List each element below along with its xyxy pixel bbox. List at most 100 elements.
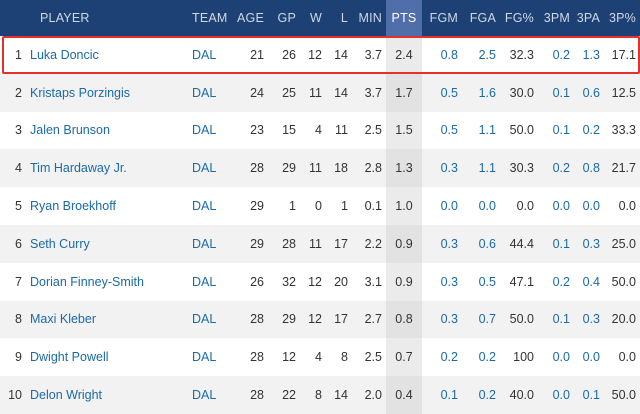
fg-pct-cell: 30.0 xyxy=(509,85,534,100)
3pa-link[interactable]: 1.3 xyxy=(582,47,600,62)
table-row: 5 Ryan Broekhoff DAL 29 1 0 1 0.1 1.0 0.0 0.0 0.0 0.… xyxy=(0,187,640,225)
3pm-link[interactable]: 0.2 xyxy=(552,47,570,62)
player-name-link[interactable]: Tim Hardaway Jr. xyxy=(30,161,127,176)
3pm-link[interactable]: 0.1 xyxy=(552,85,570,100)
player-name-link[interactable]: Delon Wright xyxy=(30,388,103,403)
team-link[interactable]: DAL xyxy=(192,161,217,176)
fga-link[interactable]: 1.6 xyxy=(478,85,496,100)
table-body: 1 Luka Doncic DAL 21 26 12 14 3.7 2.4 0.8 2.5 32.3 0… xyxy=(0,36,640,414)
player-name-link[interactable]: Ryan Broekhoff xyxy=(30,199,116,214)
w-cell: 12 xyxy=(308,274,322,289)
l-cell: 17 xyxy=(334,312,348,327)
team-link[interactable]: DAL xyxy=(192,274,217,289)
3pa-link[interactable]: 0.2 xyxy=(582,123,600,138)
fgm-link[interactable]: 0.3 xyxy=(440,312,458,327)
team-link[interactable]: DAL xyxy=(192,199,217,214)
header-fga[interactable]: FGA xyxy=(469,11,496,25)
header-w[interactable]: W xyxy=(310,11,322,25)
header-age[interactable]: AGE xyxy=(237,11,264,25)
rank-cell: 9 xyxy=(15,350,22,365)
w-cell: 11 xyxy=(309,236,322,251)
age-cell: 28 xyxy=(250,388,264,403)
fga-link[interactable]: 0.0 xyxy=(478,199,496,214)
fga-link[interactable]: 2.5 xyxy=(478,47,496,62)
3pm-link[interactable]: 0.0 xyxy=(552,388,570,403)
header-min[interactable]: MIN xyxy=(358,11,382,25)
header-3pm[interactable]: 3PM xyxy=(543,11,570,25)
min-cell: 3.7 xyxy=(364,85,382,100)
team-link[interactable]: DAL xyxy=(192,350,217,365)
min-cell: 0.1 xyxy=(364,199,382,214)
3pm-link[interactable]: 0.2 xyxy=(552,161,570,176)
3pm-link[interactable]: 0.1 xyxy=(552,236,570,251)
fga-link[interactable]: 0.2 xyxy=(478,350,496,365)
3pa-link[interactable]: 0.3 xyxy=(582,312,600,327)
rank-cell: 4 xyxy=(15,161,22,176)
3pm-link[interactable]: 0.0 xyxy=(552,350,570,365)
l-cell: 14 xyxy=(334,47,348,62)
rank-cell: 7 xyxy=(15,274,22,289)
header-player[interactable]: PLAYER xyxy=(40,11,90,25)
3pa-link[interactable]: 0.1 xyxy=(582,388,600,403)
team-link[interactable]: DAL xyxy=(192,85,217,100)
fgm-link[interactable]: 0.3 xyxy=(440,236,458,251)
rank-cell: 8 xyxy=(15,312,22,327)
player-name-link[interactable]: Dorian Finney-Smith xyxy=(30,274,144,289)
fgm-link[interactable]: 0.2 xyxy=(440,350,458,365)
fgm-link[interactable]: 0.3 xyxy=(440,161,458,176)
3pa-link[interactable]: 0.4 xyxy=(582,274,600,289)
header-gp[interactable]: GP xyxy=(277,11,296,25)
player-name-link[interactable]: Dwight Powell xyxy=(30,350,109,365)
team-link[interactable]: DAL xyxy=(192,123,217,138)
fga-link[interactable]: 0.2 xyxy=(478,388,496,403)
3pm-link[interactable]: 0.2 xyxy=(552,274,570,289)
w-cell: 4 xyxy=(315,350,322,365)
rank-cell: 10 xyxy=(8,388,22,403)
3pa-link[interactable]: 0.0 xyxy=(582,199,600,214)
fgm-link[interactable]: 0.5 xyxy=(440,123,458,138)
3pa-link[interactable]: 0.6 xyxy=(582,85,600,100)
3pa-link[interactable]: 0.8 xyxy=(582,161,600,176)
3pm-link[interactable]: 0.0 xyxy=(552,199,570,214)
fgm-link[interactable]: 0.1 xyxy=(440,388,458,403)
header-l[interactable]: L xyxy=(340,11,348,25)
3pa-link[interactable]: 0.3 xyxy=(582,236,600,251)
fga-link[interactable]: 0.6 xyxy=(478,236,496,251)
table-row: 7 Dorian Finney-Smith DAL 26 32 12 20 3.1 0.9 0.3… xyxy=(0,262,640,301)
table-row: 9 Dwight Powell DAL 28 12 4 8 2.5 0.7 0.2 0.2 100 0.… xyxy=(0,338,640,377)
3pa-link[interactable]: 0.0 xyxy=(582,350,600,365)
fga-link[interactable]: 1.1 xyxy=(478,161,496,176)
age-cell: 29 xyxy=(250,236,264,251)
header-fg-pct[interactable]: FG% xyxy=(504,11,534,25)
3p-pct-cell: 17.1 xyxy=(611,47,636,62)
fga-link[interactable]: 0.7 xyxy=(478,312,496,327)
header-3pa[interactable]: 3PA xyxy=(576,11,600,25)
fgm-link[interactable]: 0.3 xyxy=(440,274,458,289)
team-link[interactable]: DAL xyxy=(192,47,217,62)
fga-link[interactable]: 1.1 xyxy=(478,123,496,138)
player-name-link[interactable]: Luka Doncic xyxy=(30,47,99,62)
team-link[interactable]: DAL xyxy=(192,388,217,403)
table-row: 8 Maxi Kleber DAL 28 29 12 17 2.7 0.8 0.3 0.7 50.0 0… xyxy=(0,300,640,339)
header-pts[interactable]: PTS xyxy=(386,0,422,36)
gp-cell: 28 xyxy=(282,236,296,251)
team-link[interactable]: DAL xyxy=(192,236,217,251)
fgm-link[interactable]: 0.5 xyxy=(440,85,458,100)
l-cell: 17 xyxy=(334,236,348,251)
player-name-link[interactable]: Jalen Brunson xyxy=(30,123,110,138)
3pm-link[interactable]: 0.1 xyxy=(552,123,570,138)
fga-link[interactable]: 0.5 xyxy=(478,274,496,289)
player-name-link[interactable]: Maxi Kleber xyxy=(30,312,96,327)
fgm-link[interactable]: 0.8 xyxy=(440,47,458,62)
player-name-link[interactable]: Kristaps Porzingis xyxy=(30,85,131,100)
team-link[interactable]: DAL xyxy=(192,312,217,327)
l-cell: 8 xyxy=(341,350,348,365)
header-fgm[interactable]: FGM xyxy=(429,11,458,25)
header-3p-pct[interactable]: 3P% xyxy=(608,11,636,25)
pts-cell: 0.9 xyxy=(386,262,422,301)
3pm-link[interactable]: 0.1 xyxy=(552,312,570,327)
player-name-link[interactable]: Seth Curry xyxy=(30,236,90,251)
table-row: 1 Luka Doncic DAL 21 26 12 14 3.7 2.4 0.8 2.5 32.3 0… xyxy=(0,36,640,74)
header-team[interactable]: TEAM xyxy=(192,11,228,25)
fgm-link[interactable]: 0.0 xyxy=(440,199,458,214)
